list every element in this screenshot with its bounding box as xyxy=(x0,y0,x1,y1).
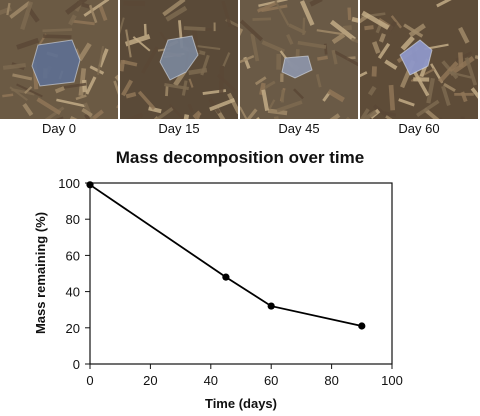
data-point xyxy=(267,302,275,310)
photo-day-60-image xyxy=(360,0,478,119)
photo-caption-day-60: Day 60 xyxy=(398,121,440,136)
x-tick-label: 100 xyxy=(381,373,403,388)
plot-frame xyxy=(89,182,393,365)
y-tick-label: 80 xyxy=(66,212,80,227)
photo-day-15-image xyxy=(120,0,238,119)
photo-day-0 xyxy=(0,0,118,119)
photo-day-45 xyxy=(240,0,358,119)
data-point xyxy=(222,273,230,281)
data-point xyxy=(86,181,94,189)
y-tick-label: 20 xyxy=(66,321,80,336)
y-tick-label: 60 xyxy=(66,248,80,263)
x-axis-label: Time (days) xyxy=(205,396,277,411)
y-tick-label: 0 xyxy=(73,357,80,372)
y-tick-label: 40 xyxy=(66,285,80,300)
data-point xyxy=(358,322,366,330)
photo-day-0-image xyxy=(0,0,118,119)
photo-caption-day-15: Day 15 xyxy=(158,121,200,136)
y-axis-label: Mass remaining (%) xyxy=(33,212,48,334)
x-tick-label: 20 xyxy=(143,373,157,388)
x-tick-label: 0 xyxy=(86,373,93,388)
y-tick-label: 100 xyxy=(58,176,80,191)
x-tick-label: 80 xyxy=(324,373,338,388)
series-line xyxy=(89,184,362,327)
x-tick-label: 60 xyxy=(264,373,278,388)
photo-day-45-image xyxy=(240,0,358,119)
photo-day-60 xyxy=(360,0,478,119)
photo-caption-day-45: Day 45 xyxy=(278,121,320,136)
line-chart: 0 20 40 60 80 100 0 20 40 60 80 100 Time (days) Mas… xyxy=(33,176,403,411)
photo-caption-day-0: Day 0 xyxy=(42,121,76,136)
x-tick-label: 40 xyxy=(204,373,218,388)
photo-day-15 xyxy=(120,0,238,119)
chart-title: Mass decomposition over time xyxy=(115,148,365,167)
